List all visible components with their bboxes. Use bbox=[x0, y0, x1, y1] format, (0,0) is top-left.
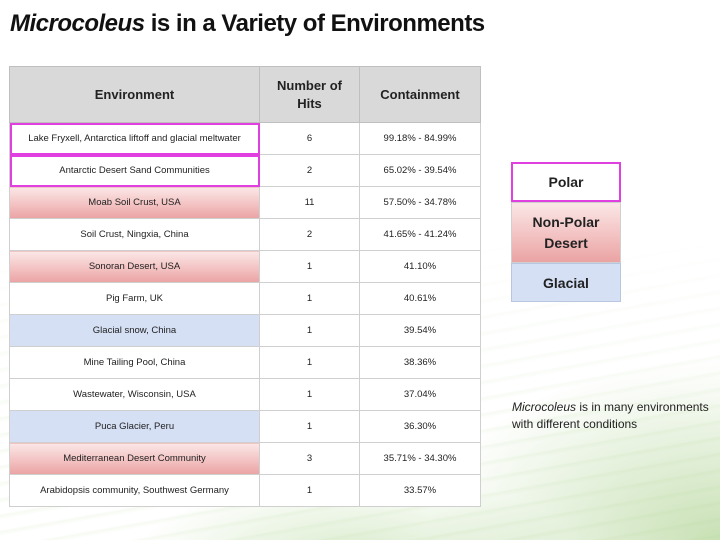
cell-environment: Lake Fryxell, Antarctica liftoff and gla… bbox=[9, 122, 260, 155]
cell-environment: Puca Glacier, Peru bbox=[9, 410, 260, 443]
cell-hits: 1 bbox=[259, 250, 360, 283]
table-row: Sonoran Desert, USA 1 41.10% bbox=[9, 250, 481, 283]
title-rest: is in a Variety of Environments bbox=[144, 10, 485, 37]
cell-hits: 1 bbox=[259, 378, 360, 411]
cell-hits: 1 bbox=[259, 314, 360, 347]
table-body: Lake Fryxell, Antarctica liftoff and gla… bbox=[9, 122, 481, 507]
cell-containment: 36.30% bbox=[359, 410, 481, 443]
table-row: Arabidopsis community, Southwest Germany… bbox=[9, 474, 481, 507]
table-row: Mine Tailing Pool, China 1 38.36% bbox=[9, 346, 481, 379]
note-italic: Microcoleus bbox=[512, 400, 577, 414]
cell-hits: 11 bbox=[259, 186, 360, 219]
table-row: Mediterranean Desert Community 3 35.71% - … bbox=[9, 442, 481, 475]
table-row: Pig Farm, UK 1 40.61% bbox=[9, 282, 481, 315]
legend-glacial: Glacial bbox=[511, 263, 621, 302]
table-row: Antarctic Desert Sand Communities 2 65.02%… bbox=[9, 154, 481, 187]
cell-hits: 1 bbox=[259, 474, 360, 507]
legend-polar: Polar bbox=[511, 162, 621, 202]
cell-containment: 38.36% bbox=[359, 346, 481, 379]
cell-hits: 1 bbox=[259, 282, 360, 315]
cell-containment: 35.71% - 34.30% bbox=[359, 442, 481, 475]
legend-nonpolar-desert: Non-Polar Desert bbox=[511, 202, 621, 263]
header-containment: Containment bbox=[359, 66, 481, 123]
cell-environment: Glacial snow, China bbox=[9, 314, 260, 347]
cell-environment: Soil Crust, Ningxia, China bbox=[9, 218, 260, 251]
table-row: Soil Crust, Ningxia, China 2 41.65% - 41.2… bbox=[9, 218, 481, 251]
cell-containment: 41.65% - 41.24% bbox=[359, 218, 481, 251]
cell-hits: 3 bbox=[259, 442, 360, 475]
table-row: Lake Fryxell, Antarctica liftoff and gla… bbox=[9, 122, 481, 155]
cell-environment: Sonoran Desert, USA bbox=[9, 250, 260, 283]
cell-containment: 33.57% bbox=[359, 474, 481, 507]
table-row: Puca Glacier, Peru 1 36.30% bbox=[9, 410, 481, 443]
table-row: Moab Soil Crust, USA 11 57.50% - 34.78% bbox=[9, 186, 481, 219]
table-header-row: Environment Number of Hits Containment bbox=[9, 66, 481, 123]
cell-environment: Arabidopsis community, Southwest Germany bbox=[9, 474, 260, 507]
cell-containment: 39.54% bbox=[359, 314, 481, 347]
cell-hits: 1 bbox=[259, 346, 360, 379]
cell-environment: Wastewater, Wisconsin, USA bbox=[9, 378, 260, 411]
header-hits: Number of Hits bbox=[259, 66, 360, 123]
cell-containment: 57.50% - 34.78% bbox=[359, 186, 481, 219]
cell-environment: Pig Farm, UK bbox=[9, 282, 260, 315]
category-legend: Polar Non-Polar Desert Glacial bbox=[511, 162, 621, 302]
cell-containment: 65.02% - 39.54% bbox=[359, 154, 481, 187]
environment-table: Environment Number of Hits Containment L… bbox=[9, 66, 481, 507]
cell-environment: Mediterranean Desert Community bbox=[9, 442, 260, 475]
cell-hits: 1 bbox=[259, 410, 360, 443]
title-italic: Microcoleus bbox=[10, 10, 145, 37]
cell-environment: Mine Tailing Pool, China bbox=[9, 346, 260, 379]
cell-containment: 40.61% bbox=[359, 282, 481, 315]
cell-containment: 37.04% bbox=[359, 378, 481, 411]
table-row: Wastewater, Wisconsin, USA 1 37.04% bbox=[9, 378, 481, 411]
slide-title: Microcoleus is in a Variety of Environme… bbox=[10, 10, 485, 38]
note-rest: is in many environments with different c… bbox=[512, 400, 709, 431]
cell-hits: 2 bbox=[259, 218, 360, 251]
cell-containment: 41.10% bbox=[359, 250, 481, 283]
cell-containment: 99.18% - 84.99% bbox=[359, 122, 481, 155]
cell-hits: 6 bbox=[259, 122, 360, 155]
cell-environment: Moab Soil Crust, USA bbox=[9, 186, 260, 219]
cell-hits: 2 bbox=[259, 154, 360, 187]
summary-note: Microcoleus is in many environments with… bbox=[512, 399, 712, 433]
cell-environment: Antarctic Desert Sand Communities bbox=[9, 154, 260, 187]
table-row: Glacial snow, China 1 39.54% bbox=[9, 314, 481, 347]
header-environment: Environment bbox=[9, 66, 260, 123]
